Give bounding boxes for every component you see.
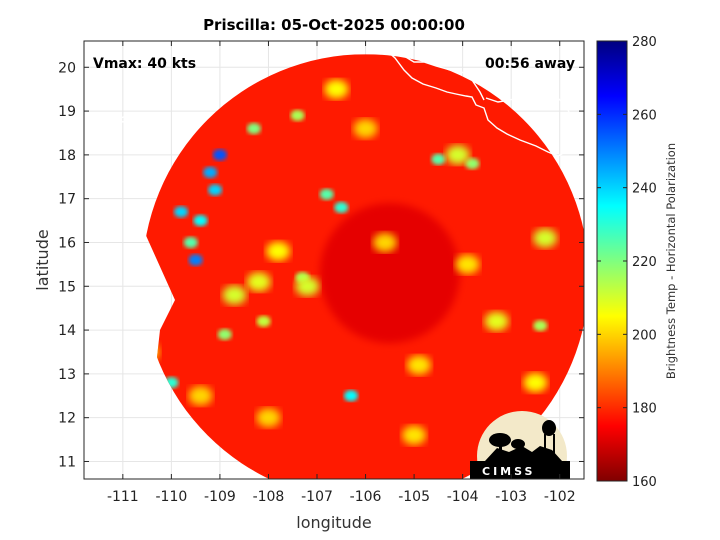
- convective-cell: [212, 149, 227, 161]
- convective-cell: [188, 254, 203, 266]
- y-tick-label: 13: [58, 367, 76, 383]
- x-tick-label: -106: [350, 489, 382, 505]
- convective-cell: [256, 315, 271, 327]
- axis-ticks: [84, 41, 584, 479]
- colorbar-tick-label: 280: [632, 35, 657, 50]
- vmax-annotation: Vmax: 40 kts: [93, 56, 196, 72]
- convective-cell: [523, 373, 548, 393]
- convective-cell: [183, 236, 198, 249]
- convective-cell: [484, 311, 509, 331]
- y-tick-label: 20: [58, 60, 76, 76]
- cimss-logo: CIMSS: [470, 411, 570, 479]
- colorbar-tick-label: 160: [632, 475, 657, 490]
- y-axis-label: latitude: [33, 229, 52, 290]
- convective-cell: [266, 241, 291, 261]
- x-tick-label: -108: [253, 489, 285, 505]
- convective-cell: [334, 201, 349, 214]
- convective-cell: [533, 228, 558, 248]
- eye-region: [319, 203, 460, 344]
- logo-text: CIMSS: [482, 465, 535, 478]
- swath-image: [142, 54, 584, 479]
- x-tick-label: -109: [204, 489, 236, 505]
- x-tick-label: -103: [495, 489, 527, 505]
- colorbar: [596, 40, 628, 482]
- convective-cell: [402, 425, 427, 445]
- convective-cell: [193, 214, 208, 227]
- x-tick-label: -107: [301, 489, 333, 505]
- convective-cell: [203, 166, 218, 178]
- colorbar-tick-label: 200: [632, 328, 657, 343]
- y-tick-labels: 11 12 13 14 15 16 17 18 19 20: [58, 60, 76, 470]
- colorbar-tick-label: 240: [632, 182, 657, 197]
- x-tick-label: -110: [155, 489, 187, 505]
- y-tick-label: 15: [58, 279, 76, 295]
- convective-cell: [353, 119, 378, 139]
- coastline: [120, 41, 584, 157]
- convective-cell: [406, 355, 431, 375]
- convective-cell: [295, 276, 320, 296]
- x-tick-labels: -111 -110 -109 -108 -107 -106 -105 -104 -103 -102: [107, 489, 576, 505]
- y-tick-label: 19: [58, 104, 76, 120]
- convective-cell: [343, 390, 358, 402]
- convective-cell: [174, 206, 189, 218]
- convective-cell: [533, 320, 548, 332]
- convective-cell: [319, 188, 334, 200]
- axes-box: [83, 40, 585, 480]
- colorbar-tick-label: 180: [632, 402, 657, 417]
- y-tick-label: 16: [58, 235, 76, 251]
- x-tick-label: -105: [398, 489, 430, 505]
- y-tick-label: 14: [58, 323, 76, 339]
- y-tick-label: 17: [58, 192, 76, 208]
- colorbar-ticks: 160 180 200 220 240 260 280: [597, 35, 657, 490]
- convective-cell: [217, 328, 232, 341]
- colorbar-tick-label: 260: [632, 108, 657, 123]
- convective-cell: [246, 272, 271, 292]
- convective-cell: [256, 408, 281, 428]
- convective-cell: [465, 158, 480, 170]
- colorbar-tick-label: 220: [632, 255, 657, 270]
- x-tick-label: -104: [447, 489, 479, 505]
- x-tick-label: -111: [107, 489, 139, 505]
- y-tick-label: 11: [58, 454, 76, 470]
- convective-cell: [246, 123, 261, 135]
- convective-cell: [290, 109, 305, 122]
- convective-cell: [431, 153, 446, 165]
- convective-cell: [455, 254, 480, 274]
- convective-cell: [208, 184, 223, 196]
- x-tick-label: -102: [544, 489, 576, 505]
- convective-cell: [222, 285, 247, 305]
- chart-title: Priscilla: 05-Oct-2025 00:00:00: [203, 16, 465, 34]
- y-tick-label: 18: [58, 148, 76, 164]
- convective-cell: [372, 232, 397, 253]
- convective-cell: [188, 386, 213, 406]
- time-offset-annotation: 00:56 away: [485, 56, 575, 72]
- colorbar-label: Brightness Temp - Horizontal Polarizatio…: [664, 143, 678, 379]
- convective-cell: [324, 79, 349, 99]
- convective-cell: [445, 145, 470, 165]
- y-tick-label: 12: [58, 411, 76, 427]
- x-axis-label: longitude: [296, 513, 371, 532]
